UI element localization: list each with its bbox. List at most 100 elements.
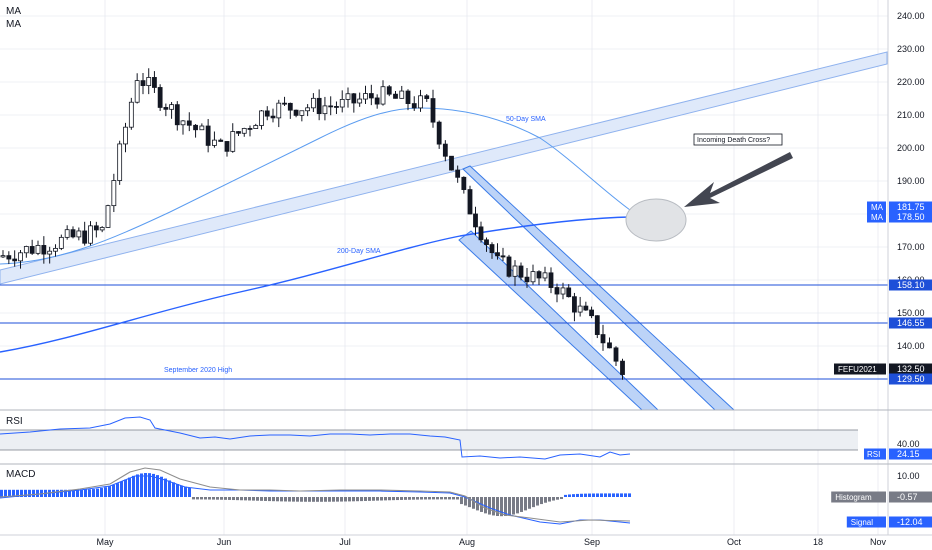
macd-bar (372, 497, 375, 501)
macd-bar (440, 497, 443, 500)
badge-value-box (889, 448, 932, 460)
sma50-annotation: 50-Day SMA (506, 116, 546, 123)
candle-body (35, 245, 41, 254)
macd-bar (260, 497, 263, 501)
macd-bar (508, 497, 511, 516)
candle-body (241, 128, 247, 134)
candle-body (76, 230, 82, 238)
rsi-legend[interactable]: RSI (6, 416, 23, 427)
macd-bar (308, 497, 311, 502)
macd-bar (88, 489, 91, 497)
ma-legend-1[interactable]: MA (6, 6, 21, 17)
macd-bar (264, 497, 267, 501)
macd-bar (104, 487, 107, 497)
badge-value: 40.00 (897, 439, 920, 449)
candle-body (368, 93, 374, 99)
candle-body (105, 205, 111, 228)
time-axis[interactable]: May Jun Jul Aug Sep Oct 18 Nov (96, 537, 886, 547)
macd-bar (444, 497, 447, 500)
candle-body (411, 103, 417, 109)
macd-bar (84, 489, 87, 497)
macd-bar (156, 475, 159, 497)
macd-bar (468, 497, 471, 508)
candle-body (351, 93, 357, 104)
macd-bar (328, 497, 331, 502)
candle-body (310, 97, 316, 109)
time-tick-label: 18 (813, 537, 823, 547)
macd-bar (108, 486, 111, 497)
macd-bar (168, 480, 171, 497)
macd-legend[interactable]: MACD (6, 469, 35, 480)
macd-bar (456, 497, 459, 500)
candle-body (152, 77, 157, 88)
candle-body (418, 95, 423, 109)
candle-body (572, 296, 577, 313)
candle-body (140, 80, 146, 87)
macd-bar (280, 497, 283, 502)
macd-bar (148, 473, 151, 497)
candle-body (489, 244, 495, 254)
badge-value-box (889, 317, 932, 329)
candle-body (199, 125, 205, 131)
macd-bar (428, 497, 431, 500)
macd-bar (244, 497, 247, 501)
macd-bar (76, 489, 79, 497)
candle-body (583, 305, 589, 311)
macd-bar (312, 497, 315, 502)
macd-bar (388, 497, 391, 501)
candle-body (163, 107, 169, 110)
macd-bar (356, 497, 359, 502)
candle-body (218, 139, 224, 142)
macd-bar (536, 497, 539, 506)
badge-label-box (831, 491, 886, 503)
candle-body (270, 115, 276, 119)
macd-bar (240, 497, 243, 501)
candle-body (282, 102, 287, 105)
macd-bar (304, 497, 307, 502)
candle-body (577, 305, 583, 313)
macd-tick-label: 10.00 (897, 471, 920, 481)
candle-body (345, 93, 351, 100)
candle-body (47, 250, 53, 255)
candle-body (64, 229, 70, 238)
badge-label-box (867, 201, 886, 213)
candle-body (134, 80, 140, 103)
candle-body (82, 230, 88, 244)
badge-value: 132.50 (897, 364, 925, 374)
arrow-icon (684, 152, 793, 207)
macd-bar (200, 497, 203, 500)
badge-value: -0.57 (897, 492, 918, 502)
candle-body (560, 287, 566, 295)
death-cross-box (693, 133, 783, 146)
ma-legend-2[interactable]: MA (6, 19, 21, 30)
candle-body (293, 109, 299, 116)
macd-bar (512, 497, 515, 515)
candle-body (518, 265, 524, 278)
macd-bar (620, 493, 623, 497)
candle-body (276, 102, 282, 119)
badge-value: 129.50 (897, 374, 925, 384)
candle-body (146, 77, 152, 87)
candle-body (500, 255, 506, 258)
macd-bar (592, 493, 595, 497)
macd-bar (352, 497, 355, 502)
macd-bar (4, 489, 7, 497)
macd-bar (548, 497, 551, 502)
macd-bar (500, 497, 503, 517)
candle-body (524, 276, 530, 283)
candle-body (316, 97, 322, 115)
candle-body (386, 86, 392, 95)
sept-high-annotation: September 2020 High (164, 367, 232, 374)
macd-bar (160, 476, 163, 497)
grid (0, 0, 888, 535)
macd-bar (276, 497, 279, 502)
macd-bar (16, 489, 19, 497)
death-cross-marker (625, 198, 687, 242)
candle-body (536, 271, 542, 279)
ma200-line (0, 216, 631, 353)
rsi-line (0, 416, 631, 460)
macd-bar (448, 497, 451, 500)
candle-body (357, 98, 363, 104)
macd-bar (492, 497, 495, 516)
